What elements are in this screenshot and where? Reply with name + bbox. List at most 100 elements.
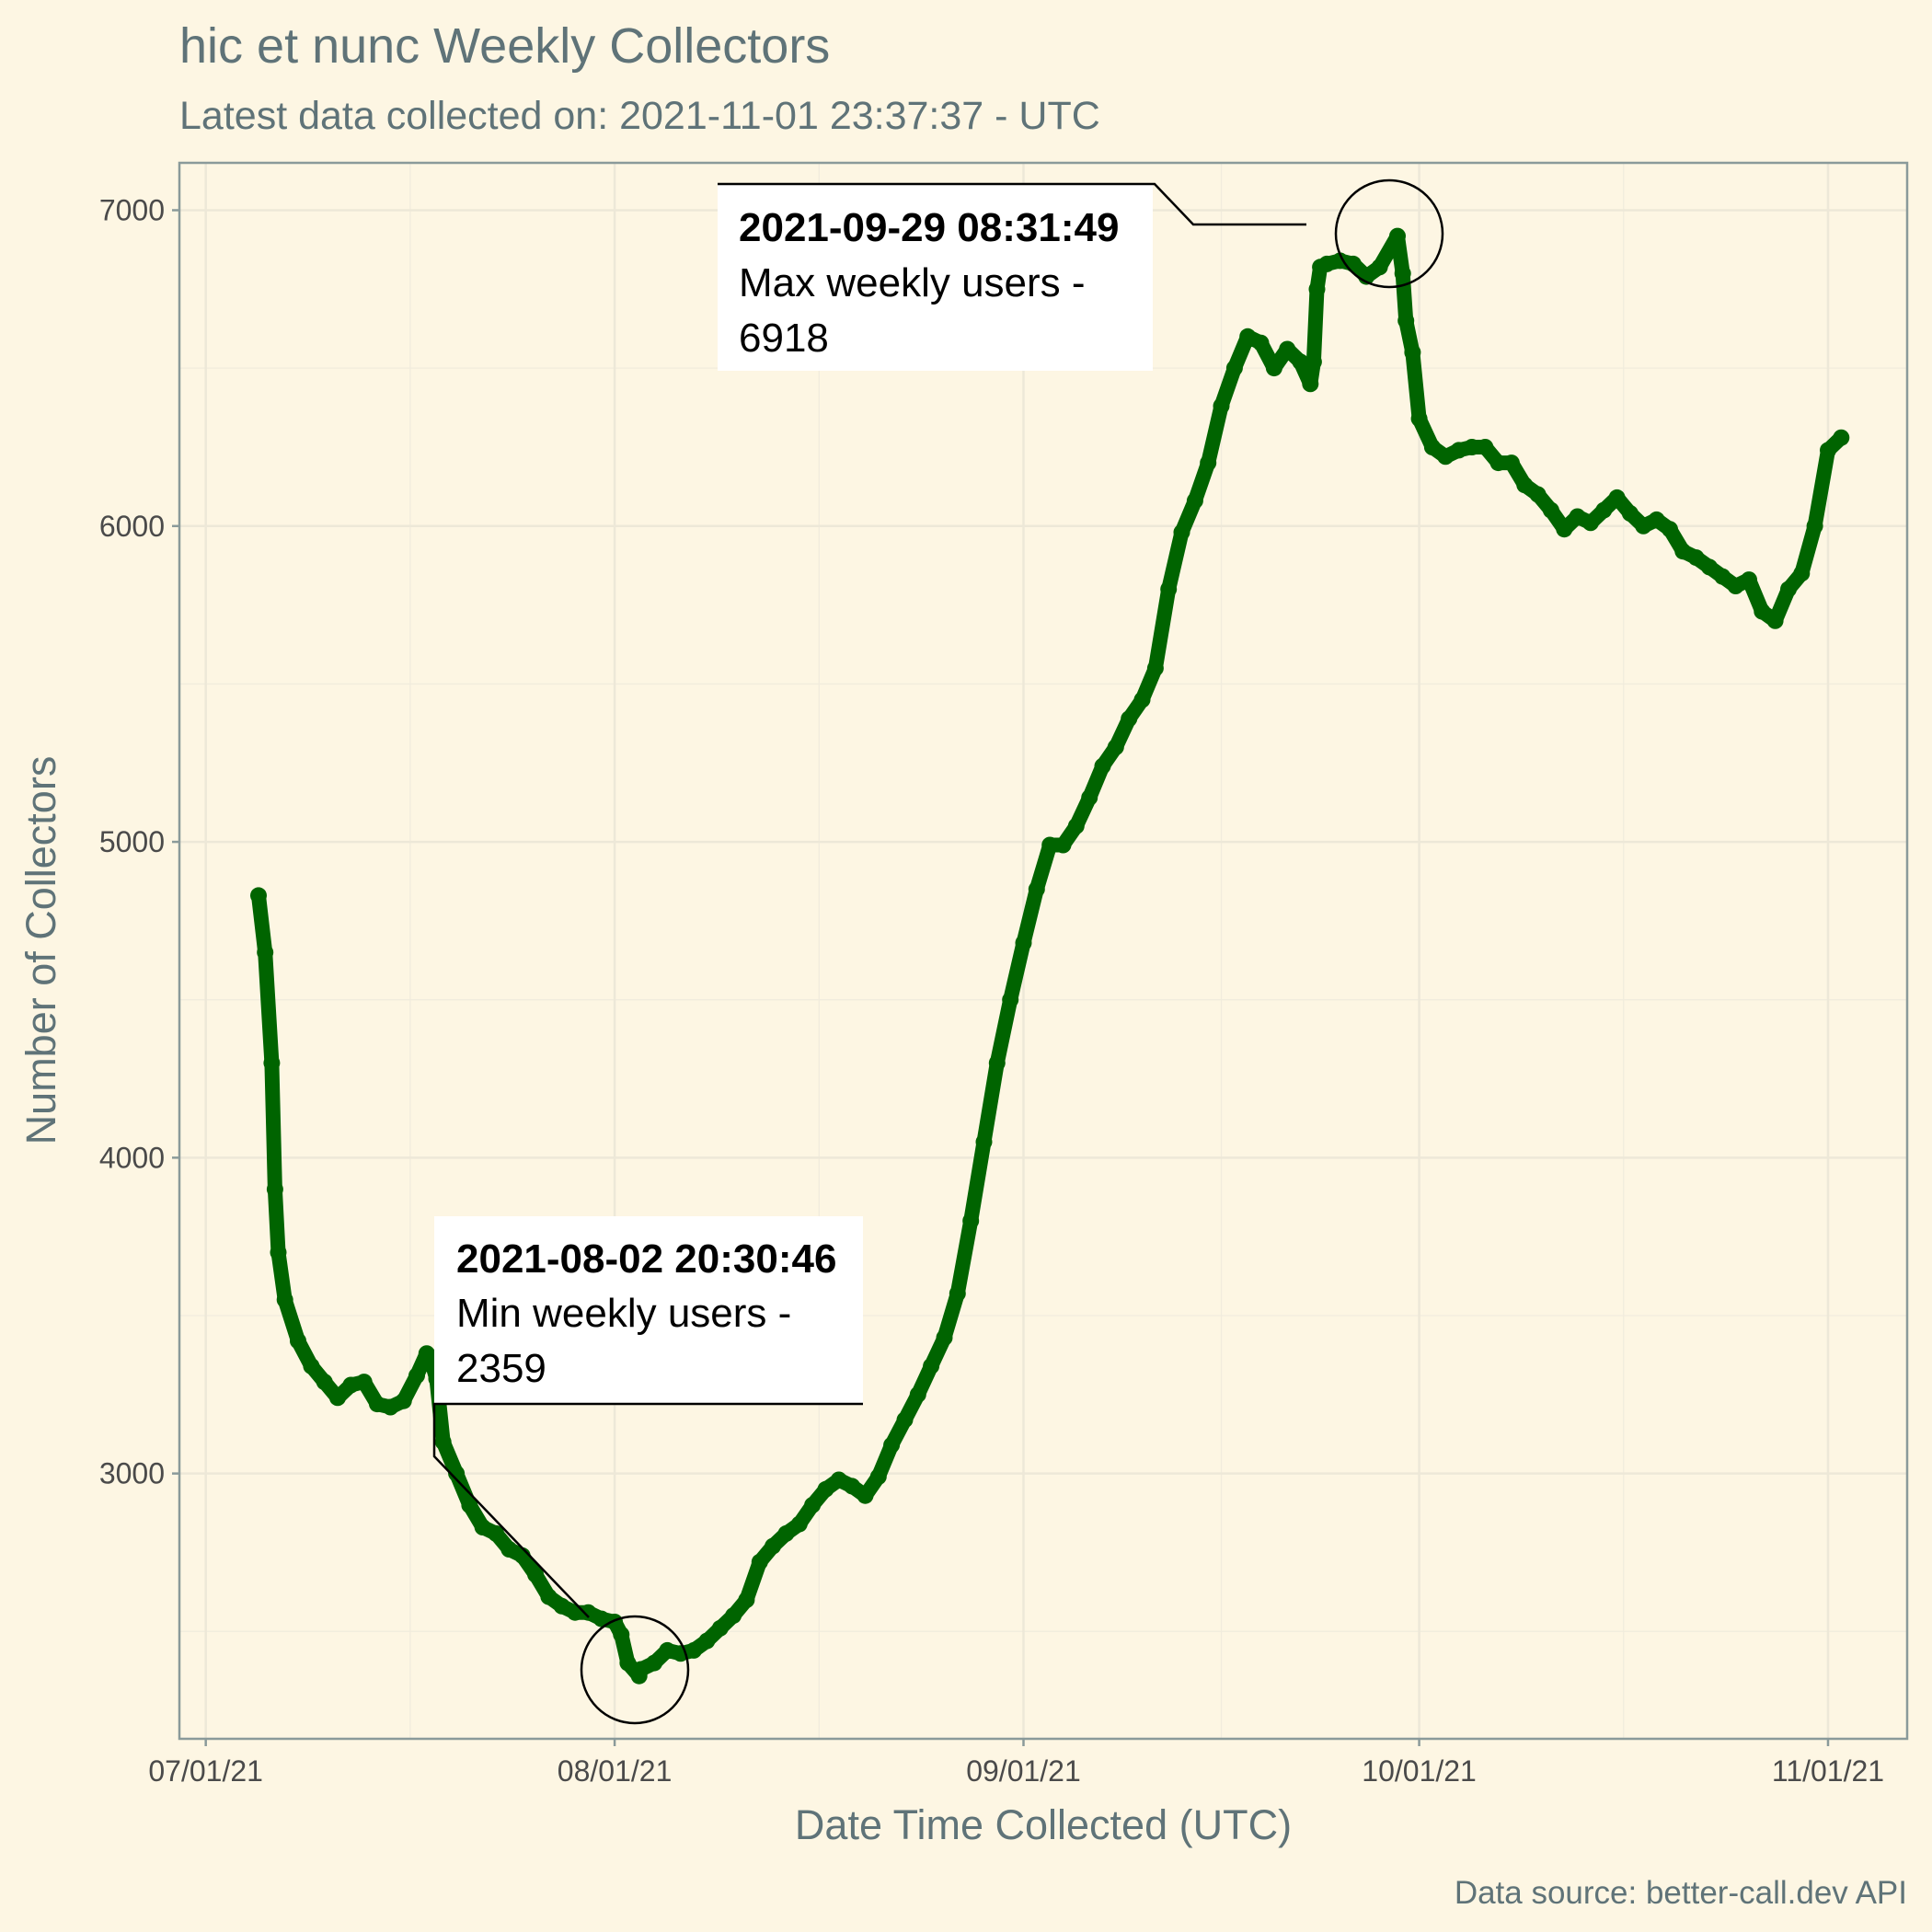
data-point: [1410, 410, 1428, 428]
data-point: [1015, 934, 1032, 951]
data-point: [1766, 612, 1784, 629]
data-point: [1727, 578, 1744, 594]
data-point: [263, 1054, 281, 1072]
data-point: [1146, 660, 1164, 677]
data-point: [923, 1357, 940, 1374]
data-point: [1002, 991, 1019, 1008]
data-point: [329, 1389, 346, 1407]
data-point: [421, 1348, 439, 1365]
data-point: [1489, 454, 1507, 472]
data-point: [1305, 353, 1322, 371]
data-point: [1133, 691, 1151, 708]
max-label-box: [718, 184, 1153, 371]
data-point: [303, 1357, 320, 1374]
min-leader-line: [432, 1402, 863, 1618]
data-point: [461, 1497, 478, 1513]
data-point: [1397, 312, 1415, 329]
data-point: [250, 887, 267, 904]
data-point: [527, 1566, 545, 1583]
data-point: [500, 1541, 518, 1558]
data-point: [1477, 439, 1494, 455]
data-point: [290, 1332, 306, 1350]
data-point: [1160, 581, 1178, 598]
data-point: [936, 1329, 953, 1346]
data-point: [1648, 511, 1665, 528]
x-axis-title: Date Time Collected (UTC): [795, 1801, 1292, 1848]
x-axis-ticks: 07/01/21 08/01/21 09/01/21 10/01/21 11/01/21: [148, 1739, 1884, 1788]
data-point: [817, 1480, 834, 1498]
data-point: [1621, 505, 1639, 522]
data-point: [751, 1553, 768, 1570]
y-tick-label: 7000: [99, 193, 165, 226]
data-point: [1687, 549, 1705, 567]
data-point: [909, 1386, 926, 1403]
data-point: [369, 1396, 385, 1413]
x-tick-label: 10/01/21: [1362, 1754, 1477, 1788]
max-value: 6918: [739, 316, 829, 361]
data-point: [1394, 265, 1411, 282]
data-point: [1741, 571, 1757, 589]
data-point: [1674, 543, 1692, 560]
y-tick-label: 4000: [99, 1141, 165, 1174]
data-point: [276, 1291, 293, 1308]
chart-title: hic et nunc Weekly Collectors: [179, 18, 830, 74]
data-point: [1094, 757, 1111, 775]
x-tick-label: 07/01/21: [148, 1754, 263, 1788]
data-point: [1542, 501, 1559, 519]
min-value: 2359: [456, 1346, 546, 1391]
plot-panel-border: [178, 161, 1909, 1741]
data-point: [540, 1588, 558, 1605]
data-point: [1569, 508, 1586, 525]
data-point: [1081, 789, 1098, 806]
data-point: [257, 944, 274, 961]
data-point: [975, 1133, 993, 1151]
data-point: [632, 1661, 650, 1678]
data-point: [962, 1213, 980, 1229]
data-point: [1067, 817, 1085, 834]
x-tick-label: 11/01/21: [1772, 1754, 1884, 1788]
data-point: [896, 1411, 914, 1429]
y-axis-title: Number of Collectors: [17, 756, 64, 1145]
data-point: [646, 1654, 663, 1672]
data-point: [857, 1487, 874, 1504]
data-point: [1595, 501, 1613, 519]
data-point: [316, 1374, 333, 1391]
data-point: [711, 1619, 729, 1637]
min-label-box: [434, 1216, 863, 1404]
data-point: [1608, 489, 1626, 506]
data-point: [1331, 252, 1349, 270]
data-point: [804, 1497, 822, 1513]
data-point: [1806, 517, 1823, 535]
data-point: [448, 1465, 466, 1482]
x-tick-label: 09/01/21: [966, 1754, 1081, 1788]
data-point: [1556, 521, 1573, 538]
data-point: [1502, 454, 1520, 472]
data-point: [883, 1436, 901, 1454]
y-tick-label: 6000: [99, 510, 165, 543]
data-point: [738, 1592, 755, 1608]
data-point: [1302, 375, 1319, 393]
min-annotation: 2021-08-02 20:30:46 Min weekly users - 2…: [432, 1216, 863, 1725]
data-point: [474, 1519, 491, 1535]
min-label: Min weekly users -: [456, 1291, 791, 1336]
data-point: [844, 1478, 861, 1495]
data-point: [580, 1604, 597, 1621]
data-point: [1173, 523, 1190, 541]
data-point: [777, 1524, 795, 1542]
data-point: [765, 1537, 782, 1555]
data-point: [685, 1641, 703, 1659]
data-source-caption: Data source: better-call.dev API: [1455, 1875, 1907, 1911]
data-point: [1186, 492, 1203, 510]
data-point: [1754, 603, 1771, 620]
min-timestamp: 2021-08-02 20:30:46: [456, 1236, 836, 1282]
x-tick-label: 08/01/21: [558, 1754, 673, 1788]
data-point: [1292, 353, 1309, 371]
data-point: [1213, 397, 1230, 415]
max-timestamp: 2021-09-29 08:31:49: [739, 205, 1119, 250]
data-point: [1252, 334, 1270, 351]
data-point: [1635, 517, 1652, 535]
data-point: [949, 1285, 966, 1302]
data-point: [592, 1610, 610, 1627]
data-point: [1404, 344, 1421, 361]
